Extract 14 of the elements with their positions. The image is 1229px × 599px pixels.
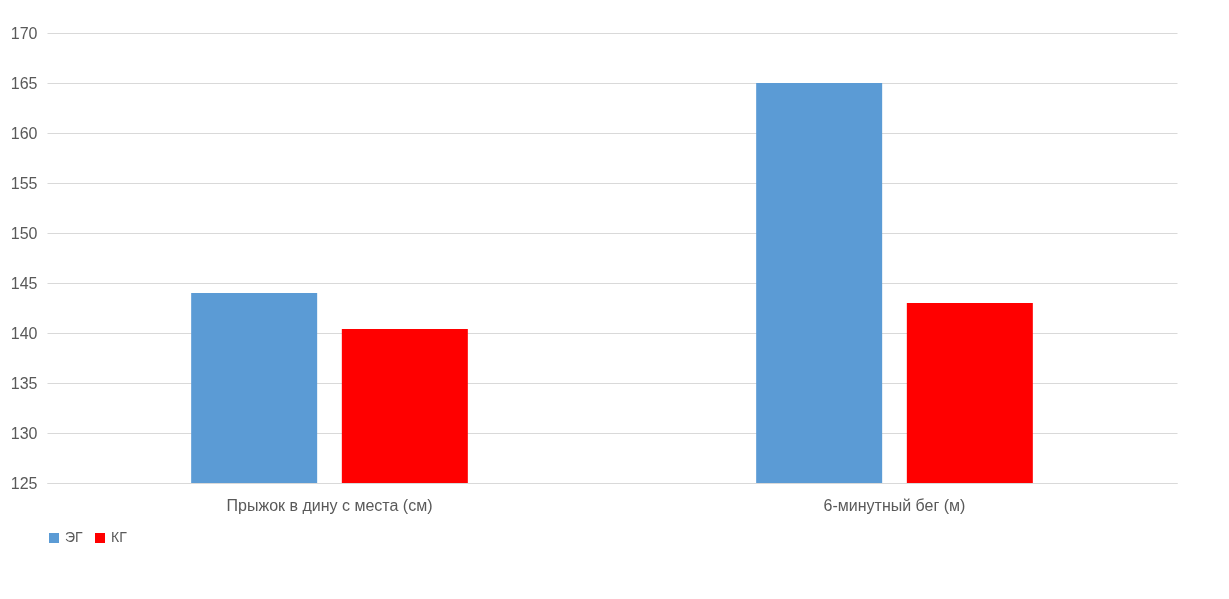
- y-tick-label: 130: [10, 424, 38, 442]
- y-tick-label: 150: [10, 224, 38, 242]
- y-tick-label: 165: [10, 74, 38, 92]
- x-tick-label: 6-минутный бег (м): [823, 496, 966, 514]
- y-tick-label: 145: [10, 274, 38, 292]
- y-tick-label: 170: [10, 24, 38, 42]
- legend-label: ЭГ: [65, 529, 84, 545]
- y-tick-label: 140: [10, 324, 38, 342]
- legend-label: КГ: [111, 529, 128, 545]
- y-tick-label: 125: [10, 474, 38, 492]
- y-tick-label: 135: [10, 374, 38, 392]
- y-tick-label: 155: [10, 174, 38, 192]
- y-tick-label: 160: [10, 124, 38, 142]
- x-tick-label: Прыжок в дину с места (см): [226, 496, 433, 514]
